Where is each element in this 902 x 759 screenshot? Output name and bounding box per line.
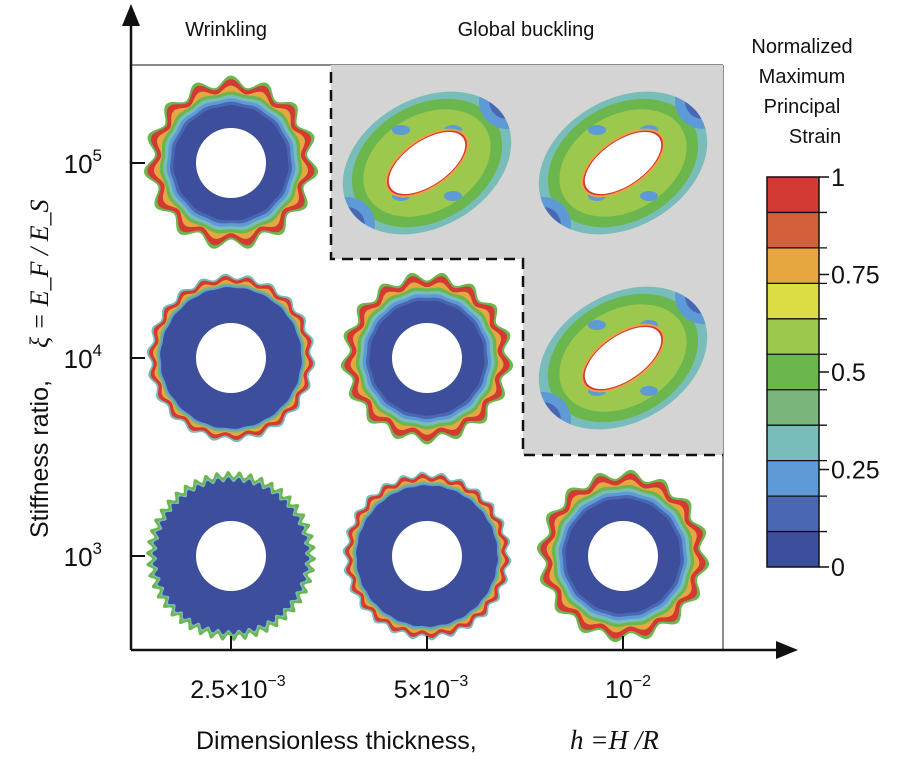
inner-hole — [392, 521, 462, 591]
cell-r2-c1-wrinkling — [342, 471, 512, 641]
colorbar-segment — [767, 354, 819, 391]
y-axis-label-group: Stiffness ratio, ξ = E_F / E_S — [25, 199, 54, 538]
colorbar-tick-label: 1 — [831, 164, 845, 192]
colorbar-tick-label: 0.75 — [831, 262, 880, 290]
colorbar-segment — [767, 531, 819, 568]
x-axis-label: Dimensionless thickness, — [196, 727, 477, 755]
colorbar — [766, 176, 827, 568]
colorbar-segment — [767, 460, 819, 497]
colorbar-tick-label: 0.25 — [831, 457, 880, 485]
colorbar-segment — [767, 283, 819, 320]
x-tick-label: 5×10−3 — [394, 673, 469, 704]
colorbar-title-line: Principal — [764, 96, 841, 118]
colorbar-segment — [767, 425, 819, 462]
colorbar-title-line: Normalized — [751, 36, 852, 58]
inner-hole — [392, 323, 462, 393]
y-tick-label: 105 — [64, 146, 102, 179]
inner-hole — [196, 521, 266, 591]
colorbar-title-line: Strain — [789, 126, 841, 148]
inner-hole — [588, 521, 658, 591]
cell-r2-c0-wrinkling — [145, 470, 317, 642]
colorbar-segment — [767, 318, 819, 355]
colorbar-tick-labels: 1 0.75 0.5 0.25 0 — [819, 164, 880, 582]
x-axis-arrowhead — [776, 641, 798, 659]
inner-hole — [388, 131, 466, 195]
colorbar-segment — [767, 247, 819, 284]
y-tick-label: 103 — [64, 539, 102, 572]
colorbar-segment — [767, 212, 819, 249]
cell-r1-c0-wrinkling — [146, 273, 316, 443]
colorbar-segment — [767, 496, 819, 533]
y-tick-label: 104 — [64, 341, 102, 374]
inner-hole — [584, 326, 662, 390]
y-axis-math: ξ = E_F / E_S — [25, 199, 54, 348]
x-tick-label: 10−2 — [605, 673, 651, 704]
cell-r1-c1-wrinkling — [340, 272, 514, 445]
colorbar-tick-label: 0 — [831, 554, 845, 582]
inner-hole — [196, 323, 266, 393]
simulation-cells — [143, 63, 731, 643]
y-axis-arrowhead — [122, 4, 140, 26]
header-global-buckling: Global buckling — [458, 19, 595, 41]
colorbar-segment — [767, 389, 819, 426]
regime-boundary-dashed — [329, 72, 723, 457]
cell-r0-c0-wrinkling — [143, 75, 319, 249]
x-axis-math: h =H /R — [570, 725, 659, 755]
inner-hole — [196, 128, 266, 198]
colorbar-segment — [767, 177, 819, 213]
colorbar-title-line: Maximum — [759, 66, 846, 88]
x-tick-label: 2.5×10−3 — [190, 673, 286, 704]
inner-hole — [584, 131, 662, 195]
colorbar-tick-label: 0.5 — [831, 359, 866, 387]
y-axis-label: Stiffness ratio, — [26, 380, 54, 538]
cell-r2-c2-wrinkling — [536, 469, 710, 643]
header-wrinkling: Wrinkling — [185, 19, 267, 41]
